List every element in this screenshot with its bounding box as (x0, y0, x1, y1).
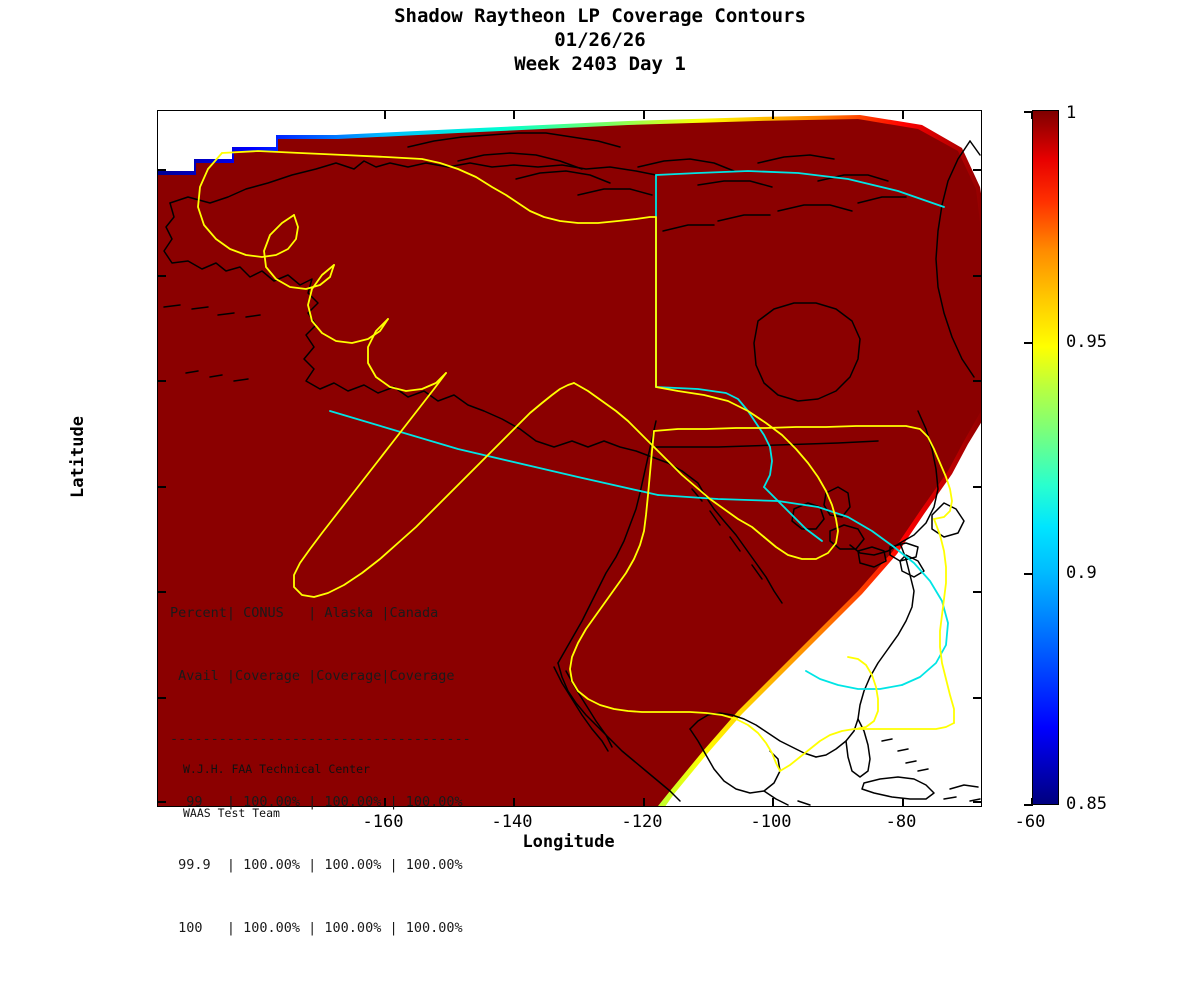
credit-text: W.J.H. FAA Technical Center WAAS Test Te… (183, 733, 370, 849)
xtick-label-4: -100 (750, 812, 792, 832)
coverage-map-svg (158, 111, 981, 806)
xtick-label-3: -120 (621, 812, 663, 832)
ytick-left-70 (158, 169, 166, 171)
ytick-left-60 (158, 275, 166, 277)
colorbar-tick-0-95 (1024, 342, 1032, 344)
chart-title: Shadow Raytheon LP Coverage Contours 01/… (0, 4, 1200, 76)
colorbar: 0.85 0.9 0.95 1 (1024, 103, 1107, 814)
xtick-bottom-5 (902, 798, 904, 806)
stats-row-99: 99 | 100.00% | 100.00% | 100.00% (170, 794, 463, 810)
ytick-left-40 (158, 486, 166, 488)
ytick-right-30 (973, 591, 981, 593)
stats-row-99-9: 99.9 | 100.00% | 100.00% | 100.00% (170, 857, 463, 873)
coastlines (163, 132, 981, 806)
colorbar-label-1: 1 (1066, 103, 1077, 123)
ytick-right-10 (973, 801, 981, 803)
xtick-label-5: -80 (885, 812, 917, 832)
map-plot-area (158, 111, 981, 806)
title-line-2: 01/26/26 (554, 29, 646, 51)
ytick-left-10 (158, 801, 166, 803)
ytick-right-20 (973, 697, 981, 699)
title-line-3: Week 2403 Day 1 (514, 53, 686, 75)
colorbar-tick-0-85 (1024, 804, 1032, 806)
xtick-label-1: -160 (362, 812, 404, 832)
coverage-fill (158, 119, 981, 806)
xtick-bottom-4 (772, 798, 774, 806)
stats-separator: ------------------------------------- (170, 731, 471, 747)
title-line-1: Shadow Raytheon LP Coverage Contours (394, 5, 806, 27)
map-axes (157, 110, 1033, 807)
xtick-top-5 (902, 111, 904, 119)
colorbar-tick-0-9 (1024, 573, 1032, 575)
xtick-bottom-2 (513, 798, 515, 806)
ytick-left-30 (158, 591, 166, 593)
credit-line-1: W.J.H. FAA Technical Center (183, 762, 370, 776)
ytick-left-20 (158, 697, 166, 699)
x-axis-title: Longitude (522, 832, 615, 852)
stats-row-100: 100 | 100.00% | 100.00% | 100.00% (170, 920, 463, 936)
xtick-bottom-3 (643, 798, 645, 806)
stats-header-row-2: Avail |Coverage |Coverage|Coverage (170, 668, 455, 684)
ytick-right-40 (973, 486, 981, 488)
xtick-label-6: -60 (1014, 812, 1046, 832)
xtick-top-1 (384, 111, 386, 119)
xtick-top-3 (643, 111, 645, 119)
ytick-right-70 (973, 169, 981, 171)
ytick-right-50 (973, 380, 981, 382)
colorbar-label-0-9: 0.9 (1066, 563, 1097, 583)
ytick-right-60 (973, 275, 981, 277)
service-volume-contour (197, 150, 955, 772)
figure-canvas: Shadow Raytheon LP Coverage Contours 01/… (0, 4, 1200, 936)
xtick-top-2 (513, 111, 515, 119)
credit-line-2: WAAS Test Team (183, 805, 280, 820)
colorbar-tick-1 (1024, 111, 1032, 113)
stats-header-row-1: Percent| CONUS | Alaska |Canada (170, 605, 439, 621)
ytick-left-50 (158, 380, 166, 382)
xtick-label-2: -140 (491, 812, 533, 832)
colorbar-gradient (1032, 110, 1059, 805)
colorbar-label-0-95: 0.95 (1066, 332, 1107, 352)
y-axis-title: Latitude (68, 416, 88, 498)
xtick-top-4 (772, 111, 774, 119)
xtick-bottom-6 (1031, 798, 1033, 806)
xtick-bottom-1 (384, 798, 386, 806)
xtick-top-6 (1031, 111, 1033, 119)
colorbar-label-0-85: 0.85 (1066, 794, 1107, 814)
coverage-region (158, 115, 981, 806)
